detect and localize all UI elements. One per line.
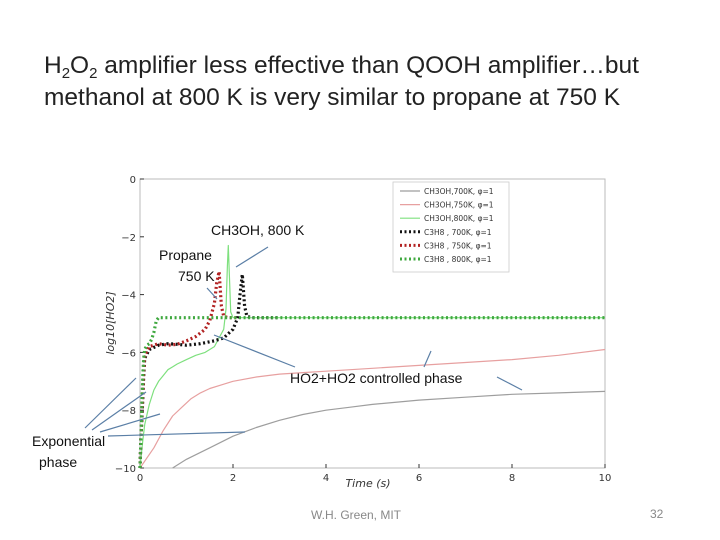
series-lines [138,244,606,469]
series-line-2 [139,348,606,469]
series-line-1 [172,390,606,469]
legend: CH3OH,700K, φ=1 CH3OH,750K, φ=1 CH3OH,800K… [392,181,510,273]
arrow-exp-4 [107,431,246,437]
arrow-exp-1 [84,377,137,429]
x-tick-label: 10 [599,473,612,484]
arrow-ho2-mid [423,350,432,368]
legend-label: CH3OH,700K, φ=1 [424,187,494,196]
arrow-ho2-left [213,334,296,368]
legend-label: C3H8 , 750K, φ=1 [424,241,492,250]
annotation-ch3oh: CH3OH, 800 K [211,222,305,238]
series-line-4 [138,272,280,469]
annotation-propane-line2: 750 K [178,268,215,284]
y-tick-label: −4 [121,291,136,302]
title-line-1: H2O2 amplifier less effective than QOOH … [44,52,639,82]
legend-label: C3H8 , 800K, φ=1 [424,255,492,264]
arrow-exp-2 [91,391,147,431]
legend-label: C3H8 , 700K, φ=1 [424,228,492,237]
legend-box [392,181,510,273]
arrow-exp-3 [99,413,161,433]
x-tick-label: 6 [416,473,422,484]
axis-ticks: 0 2 4 6 8 10 0 −2 −4 −6 −8 −10 [115,175,611,484]
annotation-exponential-line1: Exponential [32,433,106,449]
y-tick-label: 0 [130,175,136,186]
annotation-propane-line1: Propane [159,247,212,263]
x-tick-label: 0 [137,473,143,484]
y-axis-label: log10[HO2] [104,291,117,354]
y-tick-label: −2 [121,233,136,244]
x-tick-label: 8 [509,473,515,484]
arrow-ch3oh [235,246,269,268]
slide-title: H2O2 amplifier less effective than QOOH … [44,50,704,114]
plot-frame [139,178,606,469]
x-axis-label: Time (s) [345,477,390,490]
series-line-6 [138,316,605,469]
y-tick-label: −8 [121,406,136,417]
x-tick-label: 2 [230,473,236,484]
title-line-2: methanol at 800 K is very similar to pro… [44,84,621,111]
legend-label: CH3OH,750K, φ=1 [424,201,494,210]
annotation-arrows [84,246,523,437]
y-tick-label: −6 [121,348,136,359]
page-number: 32 [650,507,664,521]
x-tick-label: 4 [323,473,329,484]
arrow-ho2-right [496,376,523,391]
y-tick-label: −10 [115,464,136,475]
legend-label: CH3OH,800K, φ=1 [424,214,494,223]
annotation-exponential-line2: phase [39,454,78,470]
series-line-5 [138,269,238,469]
slide-footer: W.H. Green, MIT [311,508,402,522]
annotation-ho2-phase: HO2+HO2 controlled phase [290,370,463,386]
arrow-propane [206,287,218,300]
